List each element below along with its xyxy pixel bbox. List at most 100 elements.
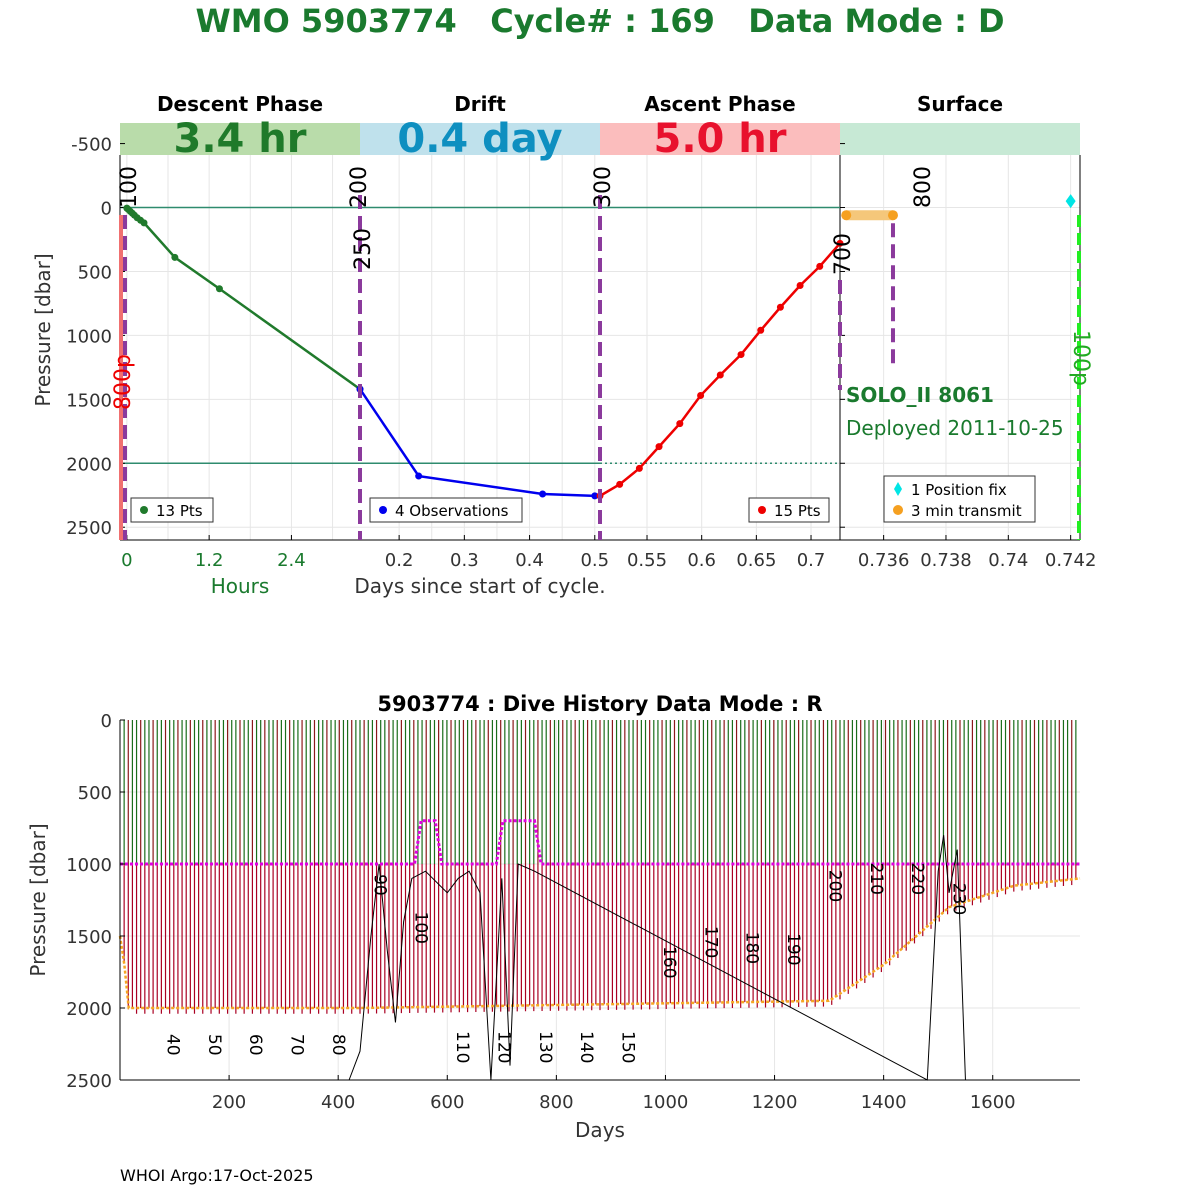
cycle-label: 200 [824,870,844,902]
series-point-drift [415,472,423,480]
top-ylabel: Pressure [dbar] [31,253,55,406]
series-point-drift [591,492,599,500]
profile-depth-line [118,877,1081,1010]
legend-label-ascent: 15 Pts [774,502,821,520]
legend-marker-drift [379,506,387,514]
history-surface-lines [123,720,1077,864]
top-xtick-label-drift: 0.5 [580,550,609,571]
cycle-label: 100 [411,912,431,944]
days-xlabel: Days since start of cycle. [354,574,605,598]
cycle-label: 140 [576,1031,596,1063]
top-xtick-label-descent: 2.4 [277,550,306,571]
top-xtick-label-drift: 0.4 [515,550,544,571]
series-point-ascent [737,351,745,359]
marker-label: 100 [117,166,142,208]
phase-duration-1: 0.4 day [397,116,562,162]
legend-marker-transmit [893,505,903,515]
hours-xlabel: Hours [211,574,270,598]
history-xtick-label: 400 [321,1092,355,1113]
top-ytick-label: 2500 [66,518,112,539]
legend-label-descent: 13 Pts [156,502,203,520]
marker-label: 200 [347,166,372,208]
cycle-label: 80 [328,1034,348,1056]
history-xtick-label: 200 [212,1092,246,1113]
history-ytick-label: 1500 [66,927,112,948]
series-point-descent [215,285,223,293]
cycle-label: 180 [742,932,762,964]
drift-pressure-line [120,819,1080,866]
top-ytick-label: -500 [71,135,112,156]
cycle-label: 150 [618,1031,638,1063]
top-ytick-label: 2000 [66,454,112,475]
history-xtick-label: 1400 [861,1092,907,1113]
transmit-point-end [887,210,898,221]
series-point-ascent [836,239,844,247]
cycle-label: 220 [907,863,927,895]
marker-label: 800p [111,354,136,410]
cycle-label: 190 [783,933,803,965]
top-xtick-label-descent: 0 [121,550,132,571]
history-ytick-label: 0 [101,711,112,732]
top-xtick-label-ascent: 0.55 [627,550,667,571]
top-xtick-label-ascent: 0.65 [736,550,776,571]
phase-name-2: Ascent Phase [644,92,795,116]
top-ytick-label: 0 [101,199,112,220]
top-xtick-label-drift: 0.2 [385,550,414,571]
series-point-ascent [816,262,824,270]
history-ytick-label: 2000 [66,999,112,1020]
marker-label: 800 [911,166,936,208]
series-point-descent [171,253,179,261]
history-ytick-label: 2500 [66,1071,112,1092]
phase-name-1: Drift [454,92,506,116]
top-xtick-label-surface: 0.742 [1045,550,1097,571]
top-xtick-label-descent: 1.2 [195,550,224,571]
top-xtick-label-ascent: 0.6 [687,550,716,571]
cycle-label: 210 [866,863,886,895]
history-drift-lines [123,864,1077,1014]
float-model-label: SOLO_II 8061 [846,383,994,407]
series-point-ascent [676,420,684,428]
cycle-label: 50 [204,1034,224,1056]
deploy-date-label: Deployed 2011-10-25 [846,416,1064,440]
series-point-ascent [697,391,705,399]
cycle-label: 110 [452,1031,472,1063]
legend-label-fix: 1 Position fix [911,481,1007,499]
cycle-label: 90 [369,874,389,896]
top-ytick-label: 500 [78,262,112,283]
history-ytick-label: 500 [78,783,112,804]
series-point-ascent [776,303,784,311]
history-xtick-label: 600 [430,1092,464,1113]
phase-duration-0: 3.4 hr [174,116,307,162]
phase-band-1 [360,123,600,155]
marker-label: 250 [351,228,376,270]
series-point-ascent [616,480,624,488]
cycle-label: 160 [659,946,679,978]
top-ytick-label: 1000 [66,326,112,347]
history-xlabel: Days [575,1118,625,1142]
main-title: WMO 5903774 Cycle# : 169 Data Mode : D [195,2,1005,40]
phase-band-3 [840,123,1080,155]
position-fix-marker [1065,194,1076,209]
series-point-ascent [796,282,804,290]
excursion-trace [348,835,966,1081]
history-title: 5903774 : Dive History Data Mode : R [377,692,822,716]
series-point-drift [539,490,547,498]
series-line-ascent [599,242,841,497]
marker-label: 700 [831,233,856,275]
cycle-label: 230 [949,883,969,915]
history-xtick-label: 1200 [752,1092,798,1113]
history-ytick-label: 1000 [66,855,112,876]
cycle-label: 70 [287,1034,307,1056]
series-line-descent [126,207,361,391]
history-xtick-label: 1600 [970,1092,1016,1113]
series-point-ascent [757,326,765,334]
series-point-descent [140,219,148,227]
series-line-drift [358,388,595,498]
cycle-label: 170 [700,926,720,958]
legend-box [883,475,1036,523]
legend-label-drift: 4 Observations [395,502,509,520]
top-xtick-label-drift: 0.3 [450,550,479,571]
top-xtick-label-surface: 0.74 [988,550,1028,571]
cycle-label: 60 [245,1034,265,1056]
